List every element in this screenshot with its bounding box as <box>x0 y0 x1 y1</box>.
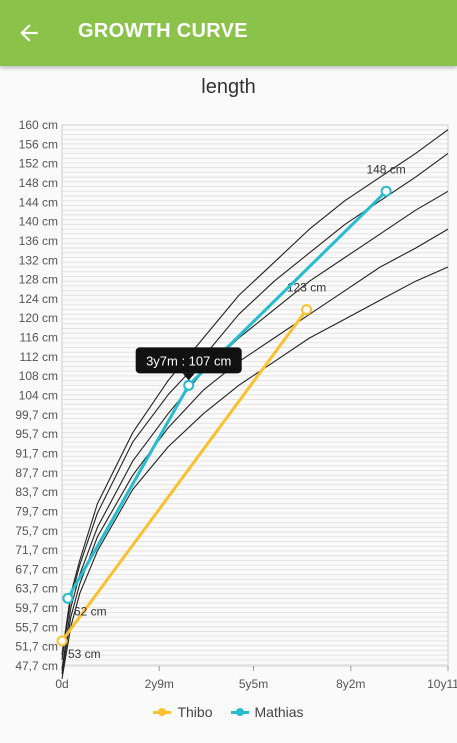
x-tick-label: 2y9m <box>145 677 174 691</box>
y-tick-label: 55,7 cm <box>15 620 58 634</box>
y-tick-label: 67,7 cm <box>15 562 58 576</box>
y-tick-label: 63,7 cm <box>15 582 58 596</box>
data-label: 62 cm <box>74 604 107 618</box>
x-tick-label: 10y11m <box>427 677 457 691</box>
growth-chart: 47,7 cm 51,7 cm 55,7 cm 59,7 cm 63,7 cm 67,7 … <box>15 118 457 691</box>
tooltip-pointer <box>182 373 195 381</box>
legend-item-mathias[interactable]: Mathias <box>230 704 304 720</box>
data-label: 123 cm <box>287 281 326 295</box>
data-point-mathias <box>62 592 74 604</box>
y-tick-label: 112 cm <box>20 350 58 364</box>
chart-title: length <box>201 76 256 98</box>
y-tick-label: 116 cm <box>20 331 58 345</box>
y-tick-label: 75,7 cm <box>15 524 58 538</box>
data-label: 53 cm <box>68 647 101 661</box>
reference-curve <box>61 129 449 656</box>
data-point-mathias <box>183 379 195 391</box>
y-tick-label: 71,7 cm <box>15 543 58 557</box>
y-tick-label: 148 cm <box>19 176 58 190</box>
y-tick-label: 120 cm <box>19 311 58 325</box>
reference-curve <box>61 228 449 675</box>
tooltip-text: 3y7m : 107 cm <box>146 353 231 368</box>
app-bar: GROWTH CURVE <box>0 0 457 66</box>
legend-item-thibo[interactable]: Thibo <box>153 704 213 720</box>
legend-label-mathias: Mathias <box>254 704 304 720</box>
y-tick-label: 152 cm <box>19 157 58 171</box>
y-tick-label: 47,7 cm <box>15 659 58 673</box>
y-tick-label: 144 cm <box>19 195 58 209</box>
page-title: GROWTH CURVE <box>78 20 248 42</box>
y-tick-label: 79,7 cm <box>15 504 58 518</box>
y-tick-label: 83,7 cm <box>15 485 58 499</box>
y-tick-label: 136 cm <box>19 234 58 248</box>
arrow-left-icon[interactable] <box>16 20 42 46</box>
legend-label-thibo: Thibo <box>177 704 213 720</box>
y-tick-label: 128 cm <box>19 273 58 287</box>
x-tick-label: 5y5m <box>239 677 268 691</box>
plot-frame <box>61 124 449 667</box>
y-tick-label: 104 cm <box>19 389 58 403</box>
y-tick-label: 87,7 cm <box>15 466 58 480</box>
x-tick-label: 8y2m <box>336 677 365 691</box>
chart-legend: Thibo Mathias <box>0 704 457 720</box>
legend-swatch-mathias <box>230 707 249 716</box>
y-tick-label: 59,7 cm <box>15 601 58 615</box>
y-tick-label: 95,7 cm <box>15 427 58 441</box>
y-tick-label: 156 cm <box>19 137 58 151</box>
y-tick-label: 132 cm <box>19 253 58 267</box>
tooltip-box <box>135 347 242 374</box>
y-tick-label: 108 cm <box>19 369 58 383</box>
y-tick-label: 124 cm <box>19 292 58 306</box>
y-tick-label: 51,7 cm <box>15 640 58 654</box>
y-tick-label: 99,7 cm <box>15 408 58 422</box>
series-line-thibo <box>60 308 309 643</box>
reference-curve <box>61 190 449 670</box>
y-tick-label: 140 cm <box>19 215 58 229</box>
data-point-mathias <box>380 185 392 197</box>
y-tick-label: 160 cm <box>19 118 58 132</box>
y-tick-label: 91,7 cm <box>15 446 58 460</box>
legend-swatch-thibo <box>153 707 172 716</box>
x-tick-label: 0d <box>55 677 68 691</box>
data-point-thibo <box>56 635 68 647</box>
data-point-thibo <box>301 304 313 316</box>
data-label: 148 cm <box>366 162 405 176</box>
reference-curve <box>61 266 449 679</box>
